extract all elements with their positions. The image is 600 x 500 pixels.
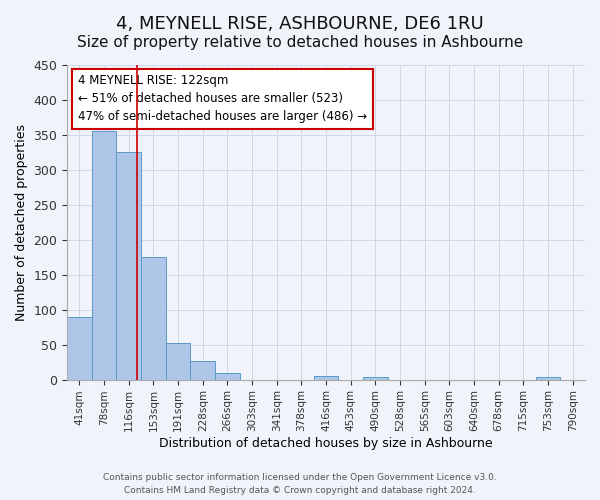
Bar xyxy=(314,376,338,380)
Bar xyxy=(92,132,116,380)
Bar xyxy=(116,152,141,380)
Text: Contains HM Land Registry data © Crown copyright and database right 2024.: Contains HM Land Registry data © Crown c… xyxy=(124,486,476,495)
Bar xyxy=(190,360,215,380)
Bar xyxy=(67,316,92,380)
Y-axis label: Number of detached properties: Number of detached properties xyxy=(15,124,28,321)
Bar xyxy=(141,258,166,380)
Bar xyxy=(215,374,240,380)
Text: 4 MEYNELL RISE: 122sqm
← 51% of detached houses are smaller (523)
47% of semi-de: 4 MEYNELL RISE: 122sqm ← 51% of detached… xyxy=(77,74,367,124)
Bar xyxy=(363,377,388,380)
Bar xyxy=(536,378,560,380)
Bar xyxy=(166,342,190,380)
Text: Contains public sector information licensed under the Open Government Licence v3: Contains public sector information licen… xyxy=(103,474,497,482)
Text: 4, MEYNELL RISE, ASHBOURNE, DE6 1RU: 4, MEYNELL RISE, ASHBOURNE, DE6 1RU xyxy=(116,15,484,33)
X-axis label: Distribution of detached houses by size in Ashbourne: Distribution of detached houses by size … xyxy=(159,437,493,450)
Text: Size of property relative to detached houses in Ashbourne: Size of property relative to detached ho… xyxy=(77,35,523,50)
